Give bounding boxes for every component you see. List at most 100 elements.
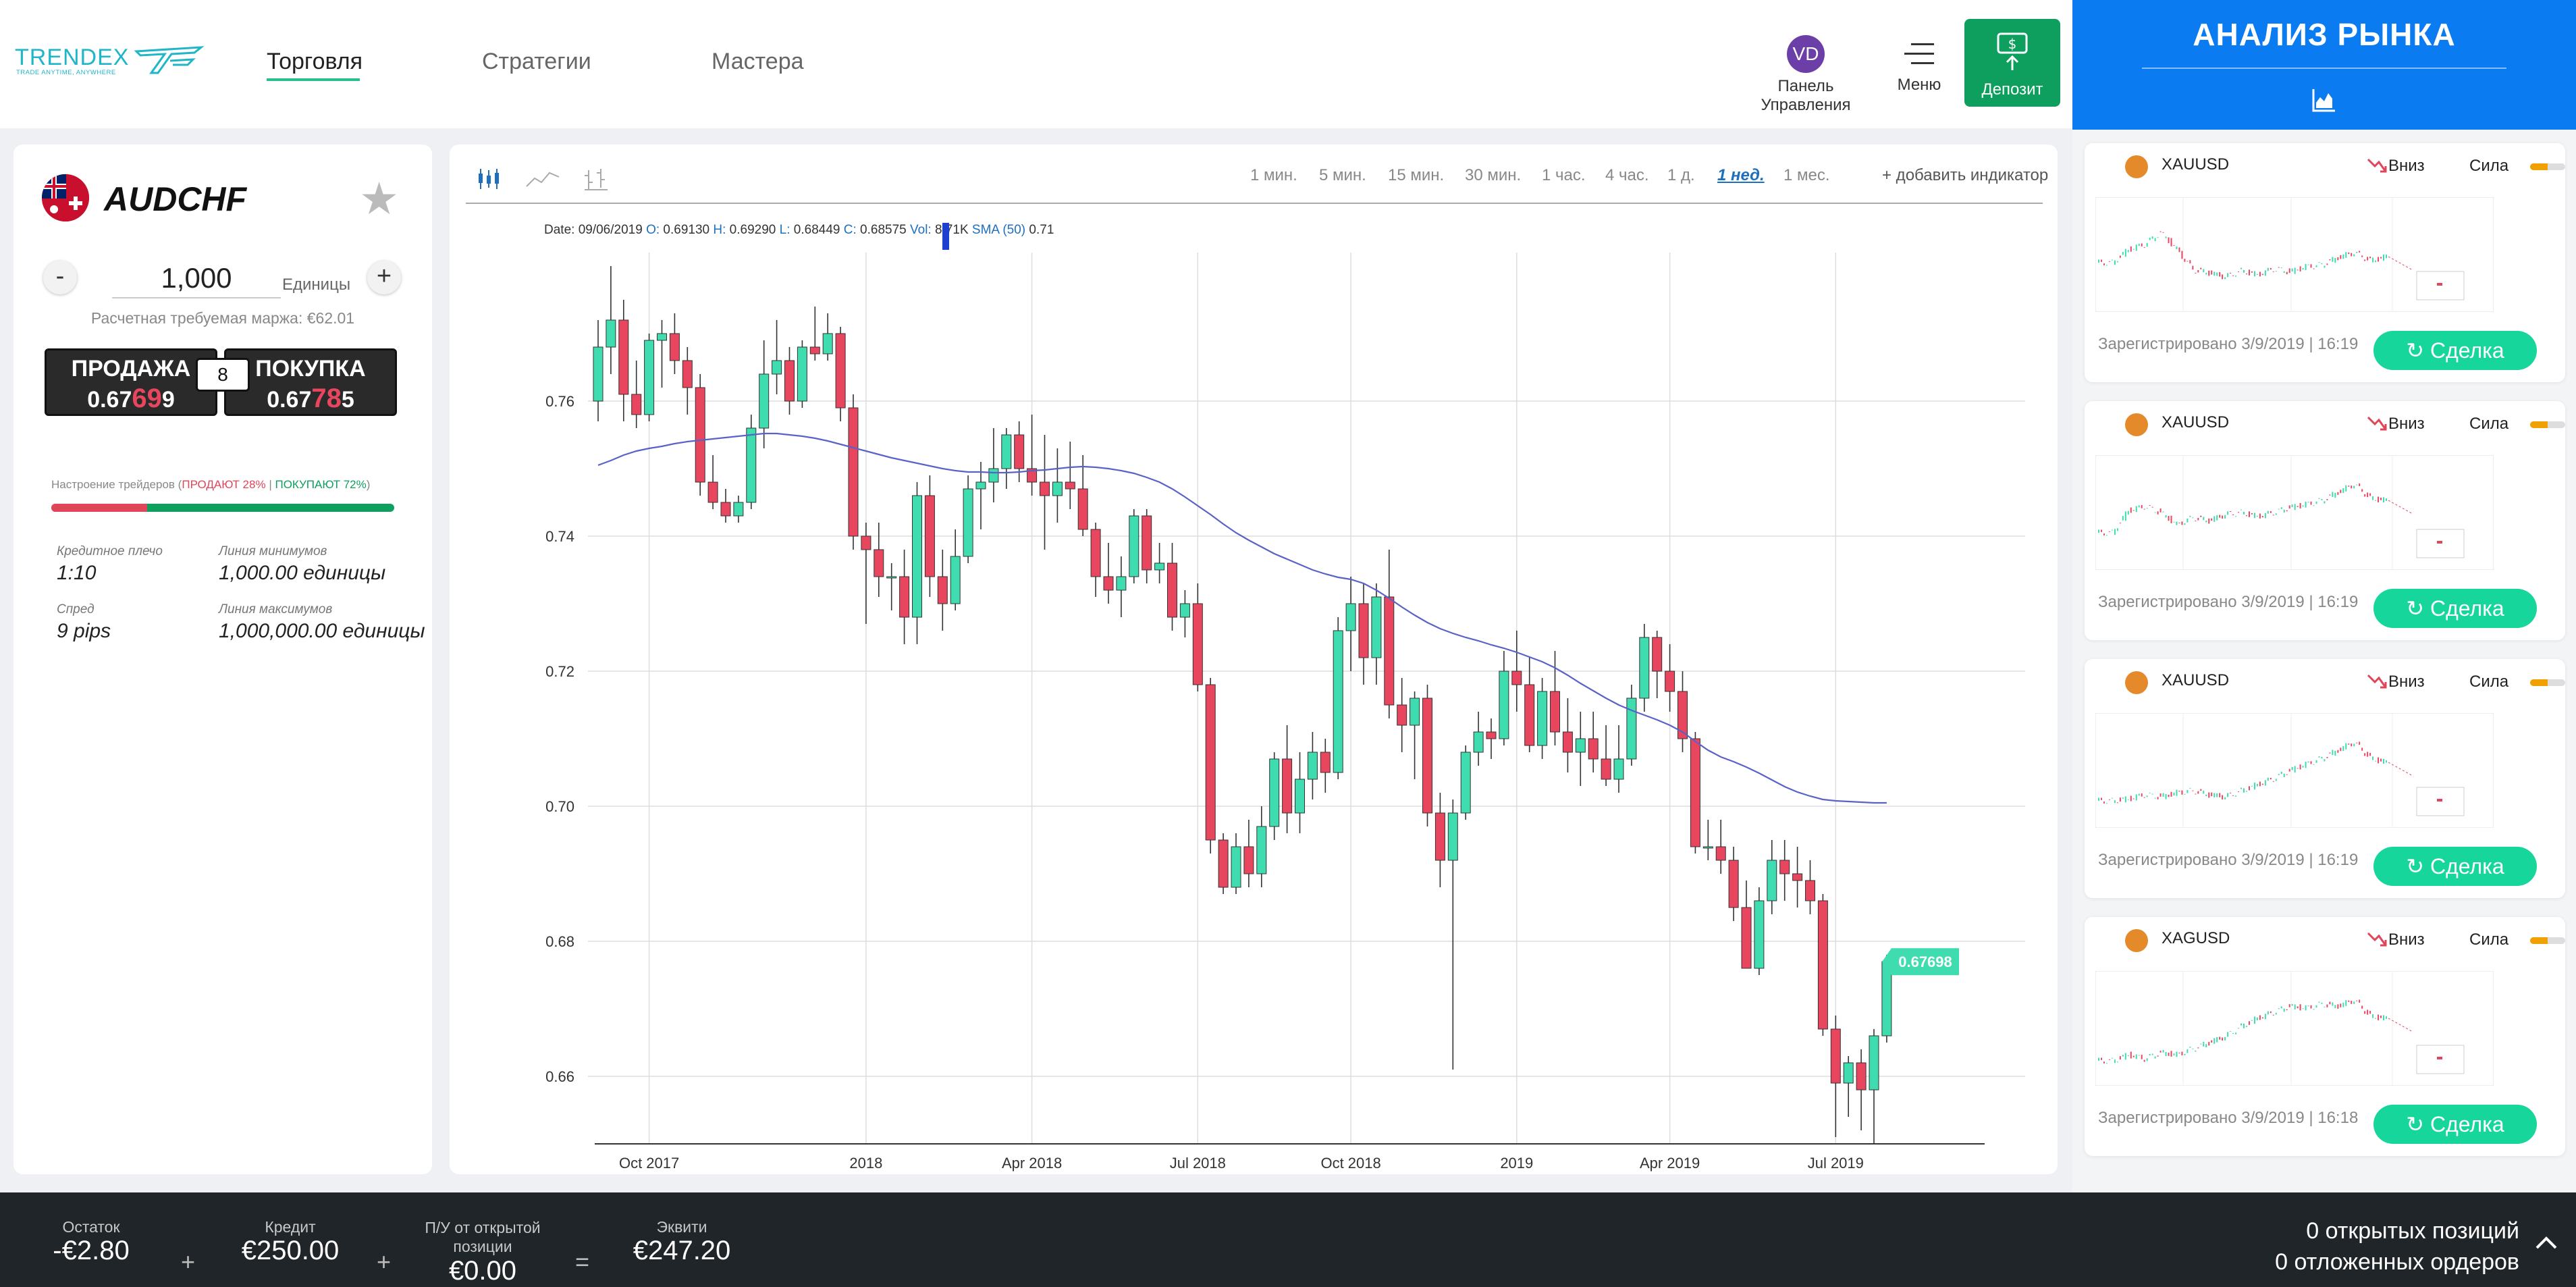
- candle[interactable]: [1779, 860, 1790, 874]
- candle[interactable]: [912, 495, 922, 618]
- candle[interactable]: [1333, 630, 1343, 773]
- candle[interactable]: [835, 333, 846, 409]
- candle[interactable]: [1856, 1062, 1867, 1091]
- nav-strategies[interactable]: Стратегии: [482, 49, 591, 74]
- analysis-card[interactable]: XAUUSD Вниз Сила Зарегистрировано 3/9/2019 …: [2085, 659, 2565, 898]
- open-positions[interactable]: 0 открытых позиций: [2306, 1218, 2519, 1244]
- candle[interactable]: [1728, 860, 1739, 908]
- candle[interactable]: [1767, 860, 1777, 901]
- candle[interactable]: [1243, 846, 1254, 874]
- candle[interactable]: [1715, 846, 1726, 861]
- candle[interactable]: [1702, 846, 1713, 849]
- candle[interactable]: [937, 576, 948, 604]
- quantity-decrease-button[interactable]: -: [43, 261, 77, 294]
- candle[interactable]: [1231, 846, 1241, 888]
- candle[interactable]: [618, 319, 629, 395]
- card-trade-button[interactable]: ↻ Сделка: [2373, 847, 2537, 886]
- analysis-card[interactable]: XAUUSD Вниз Сила Зарегистрировано 3/9/2019 …: [2085, 143, 2565, 382]
- candle[interactable]: [924, 495, 935, 577]
- candle[interactable]: [1792, 873, 1803, 881]
- candle[interactable]: [1869, 1035, 1879, 1091]
- candle[interactable]: [1116, 576, 1127, 591]
- candle[interactable]: [746, 427, 757, 503]
- candle[interactable]: [1001, 434, 1012, 469]
- candle[interactable]: [1295, 779, 1305, 814]
- candle[interactable]: [1652, 637, 1663, 672]
- candle[interactable]: [1103, 576, 1114, 591]
- candle[interactable]: [1090, 529, 1101, 577]
- candle[interactable]: [593, 346, 603, 402]
- buy-button[interactable]: ПОКУПКА 0.67785: [224, 348, 397, 416]
- candle[interactable]: [1371, 596, 1382, 658]
- candle[interactable]: [975, 481, 986, 490]
- candle[interactable]: [1613, 758, 1624, 780]
- timeframe-4[interactable]: 1 час.: [1542, 166, 1586, 184]
- candle[interactable]: [1524, 684, 1535, 746]
- candle[interactable]: [1410, 698, 1420, 726]
- candle[interactable]: [1626, 698, 1637, 760]
- candle[interactable]: [733, 502, 744, 517]
- chevron-up-icon[interactable]: [2533, 1229, 2560, 1256]
- candle[interactable]: [1537, 691, 1548, 746]
- timeframe-6[interactable]: 1 д.: [1667, 166, 1695, 184]
- timeframe-1[interactable]: 5 мин.: [1319, 166, 1366, 184]
- candle[interactable]: [861, 535, 871, 550]
- timeframe-0[interactable]: 1 мин.: [1250, 166, 1297, 184]
- favorite-star-icon[interactable]: ★: [359, 174, 400, 224]
- candle[interactable]: [772, 360, 782, 375]
- timeframe-7[interactable]: 1 нед.: [1717, 166, 1765, 184]
- candle[interactable]: [1358, 603, 1369, 658]
- candle[interactable]: [1665, 671, 1675, 692]
- add-indicator-button[interactable]: + добавить индикатор: [1882, 166, 2049, 184]
- candle[interactable]: [1218, 839, 1229, 888]
- price-chart[interactable]: 0.76 0.74 0.72 0.70 0.68 0.66 Oct 2017 2018 Apr …: [450, 145, 2058, 1174]
- candle[interactable]: [644, 340, 655, 415]
- candle[interactable]: [1639, 637, 1650, 699]
- candle[interactable]: [809, 346, 820, 354]
- deposit-button[interactable]: $ Депозит: [1964, 19, 2060, 107]
- nav-trading[interactable]: Торговля: [267, 49, 363, 74]
- candle[interactable]: [1307, 752, 1318, 780]
- candle[interactable]: [1179, 603, 1190, 618]
- candle[interactable]: [720, 502, 731, 517]
- candle[interactable]: [1575, 738, 1586, 753]
- candle[interactable]: [784, 360, 795, 402]
- candle[interactable]: [695, 387, 705, 483]
- candle[interactable]: [1447, 812, 1458, 861]
- candle[interactable]: [1040, 481, 1050, 496]
- candle[interactable]: [1320, 752, 1331, 773]
- candle[interactable]: [1460, 752, 1471, 814]
- line-tool-icon[interactable]: [525, 167, 560, 190]
- candle[interactable]: [1805, 880, 1815, 901]
- candle[interactable]: [1077, 488, 1088, 530]
- timeframe-8[interactable]: 1 мес.: [1783, 166, 1830, 184]
- trendex-logo[interactable]: TRENDEX TRADE ANYTIME, ANYWHERE: [15, 42, 205, 82]
- menu-button[interactable]: Меню: [1890, 35, 1948, 95]
- candle[interactable]: [606, 319, 616, 348]
- candle[interactable]: [797, 346, 807, 402]
- candle[interactable]: [1499, 671, 1509, 739]
- candle[interactable]: [657, 333, 667, 341]
- candlestick-tool-icon[interactable]: [477, 167, 501, 190]
- candle[interactable]: [631, 394, 642, 415]
- candle[interactable]: [1397, 704, 1407, 726]
- candle[interactable]: [1052, 481, 1063, 496]
- candle[interactable]: [669, 333, 680, 361]
- candle[interactable]: [886, 576, 897, 579]
- candle[interactable]: [1601, 758, 1611, 780]
- candle[interactable]: [874, 549, 884, 577]
- candle[interactable]: [1422, 698, 1432, 814]
- ohlc-tool-icon[interactable]: [583, 167, 609, 190]
- area-chart-icon[interactable]: [2312, 88, 2336, 112]
- candle[interactable]: [1256, 826, 1267, 874]
- candle[interactable]: [1830, 1028, 1841, 1084]
- candle[interactable]: [1754, 900, 1765, 969]
- candle[interactable]: [1027, 468, 1038, 483]
- dashboard-button[interactable]: VD Панель Управления: [1735, 35, 1877, 115]
- candle[interactable]: [1014, 434, 1025, 469]
- candle[interactable]: [1562, 731, 1573, 753]
- timeframe-3[interactable]: 30 мин.: [1465, 166, 1522, 184]
- candle[interactable]: [1690, 738, 1700, 847]
- candle[interactable]: [1550, 691, 1560, 733]
- timeframe-2[interactable]: 15 мин.: [1388, 166, 1445, 184]
